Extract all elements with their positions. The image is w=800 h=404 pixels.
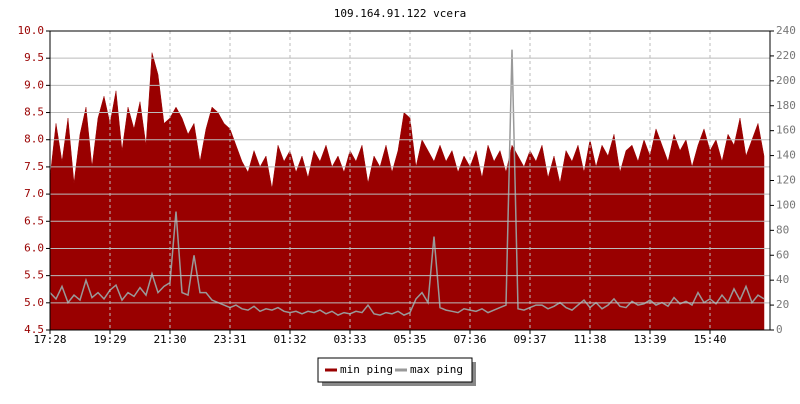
x-tick-label: 11:38 — [573, 333, 606, 346]
x-tick-label: 01:32 — [273, 333, 306, 346]
y-tick-label: 5.5 — [24, 269, 44, 282]
y2-tick-label: 220 — [776, 49, 796, 62]
y2-tick-label: 40 — [776, 273, 789, 286]
y-tick-label: 4.5 — [24, 323, 44, 336]
y2-tick-label: 20 — [776, 298, 789, 311]
x-tick-label: 15:40 — [693, 333, 726, 346]
chart-title: 109.164.91.122 vcera — [334, 7, 466, 20]
plot-frame — [49, 30, 771, 331]
y2-tick-label: 120 — [776, 174, 796, 187]
y-tick-label: 8.5 — [24, 106, 44, 119]
y-tick-label: 6.5 — [24, 214, 44, 227]
y-tick-label: 9.0 — [24, 78, 44, 91]
y2-tick-label: 240 — [776, 24, 796, 37]
y-tick-label: 5.0 — [24, 296, 44, 309]
x-tick-label: 03:33 — [333, 333, 366, 346]
y-tick-label: 7.0 — [24, 187, 44, 200]
x-tick-label: 07:36 — [453, 333, 486, 346]
y-tick-label: 10.0 — [18, 24, 45, 37]
y2-tick-label: 60 — [776, 248, 789, 261]
y-tick-label: 7.5 — [24, 160, 44, 173]
y2-tick-label: 180 — [776, 99, 796, 112]
x-tick-label: 09:37 — [513, 333, 546, 346]
y-tick-label: 9.5 — [24, 51, 44, 64]
legend-label: min ping — [340, 363, 393, 376]
y-tick-label: 6.0 — [24, 241, 44, 254]
x-tick-label: 13:39 — [633, 333, 666, 346]
y2-tick-label: 80 — [776, 223, 789, 236]
y2-tick-label: 0 — [776, 323, 783, 336]
legend-label: max ping — [410, 363, 463, 376]
x-tick-label: 23:31 — [213, 333, 246, 346]
x-tick-label: 19:29 — [93, 333, 126, 346]
y2-tick-label: 140 — [776, 149, 796, 162]
x-tick-label: 17:28 — [33, 333, 66, 346]
y2-tick-label: 160 — [776, 124, 796, 137]
y-tick-label: 8.0 — [24, 133, 44, 146]
x-tick-label: 05:35 — [393, 333, 426, 346]
y2-tick-label: 200 — [776, 74, 796, 87]
x-tick-label: 21:30 — [153, 333, 186, 346]
legend: min ping max ping — [317, 357, 476, 386]
y2-tick-label: 100 — [776, 198, 796, 211]
